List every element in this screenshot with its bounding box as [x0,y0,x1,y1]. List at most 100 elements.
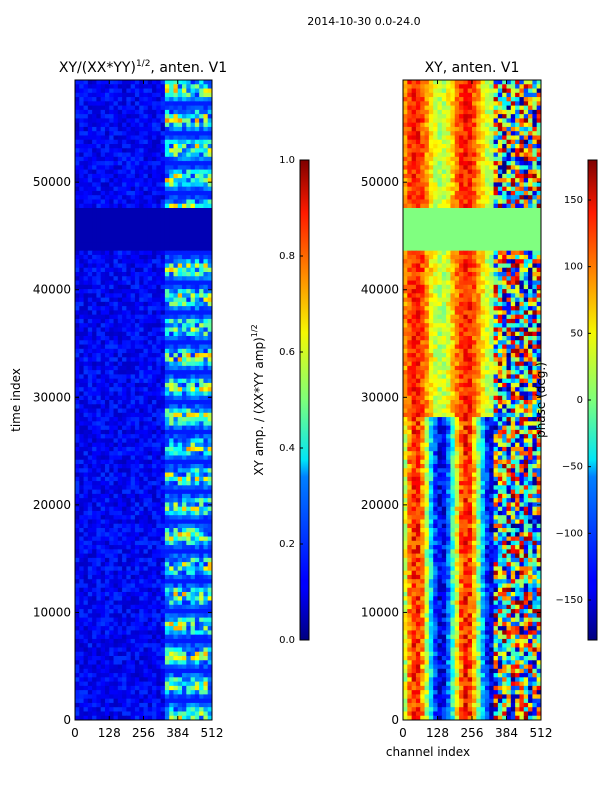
amplitude-heatmap-cell [199,455,205,461]
amplitude-heatmap-cell [87,626,93,631]
amplitude-heatmap-cell [87,553,93,559]
amplitude-heatmap-cell [109,485,115,491]
amplitude-heatmap-cell [100,122,106,128]
phase-heatmap-cell [476,80,482,85]
amplitude-heatmap-cell [173,284,179,290]
phase-heatmap-cell [467,88,473,94]
amplitude-heatmap-cell [147,434,153,439]
amplitude-heatmap-cell [186,310,192,316]
amplitude-heatmap-cell [164,553,170,559]
amplitude-heatmap-cell [83,272,89,277]
amplitude-heatmap-cell [207,208,212,213]
amplitude-heatmap-cell [139,233,145,239]
amplitude-heatmap-cell [207,289,212,294]
amplitude-heatmap-cell [207,216,212,222]
amplitude-heatmap-cell [199,233,205,239]
amplitude-heatmap-cell [87,378,93,384]
amplitude-heatmap-cell [207,114,212,119]
amplitude-heatmap-cell [139,506,145,512]
phase-heatmap-cell [420,92,426,98]
amplitude-heatmap-cell [79,532,85,538]
amplitude-heatmap-cell [87,301,93,307]
amplitude-heatmap-cell [117,702,123,708]
amplitude-heatmap-cell [122,233,127,239]
amplitude-heatmap-cell [79,446,85,452]
amplitude-heatmap-cell [113,331,119,337]
amplitude-heatmap-cell [147,156,153,162]
amplitude-heatmap-cell [199,139,205,145]
amplitude-heatmap-cell [207,664,212,670]
amplitude-heatmap-cell [182,131,187,137]
amplitude-heatmap-cell [156,208,162,213]
amplitude-heatmap-cell [169,545,175,550]
amplitude-heatmap-cell [186,673,192,678]
amplitude-heatmap-cell [173,80,179,85]
amplitude-heatmap-cell [190,455,196,461]
amplitude-heatmap-cell [122,404,127,410]
amplitude-heatmap-cell [79,536,85,542]
amplitude-heatmap-cell [190,284,196,290]
amplitude-heatmap-cell [164,259,170,265]
amplitude-heatmap-cell [156,199,162,205]
amplitude-heatmap-cell [126,293,132,299]
amplitude-heatmap-cell [126,647,132,653]
amplitude-heatmap-cell [117,715,123,720]
amplitude-heatmap-cell [75,318,80,324]
amplitude-heatmap-cell [134,208,140,213]
amplitude-heatmap-cell [152,293,157,299]
amplitude-heatmap-cell [104,664,110,670]
amplitude-heatmap-cell [96,165,102,171]
amplitude-heatmap-cell [160,638,166,644]
amplitude-heatmap-cell [156,587,162,593]
amplitude-heatmap-cell [156,365,162,371]
amplitude-heatmap-cell [190,195,196,201]
amplitude-heatmap-cell [100,596,106,602]
amplitude-heatmap-cell [194,442,200,448]
amplitude-heatmap-cell [186,233,192,239]
amplitude-heatmap-cell [75,267,80,273]
amplitude-heatmap-cell [122,242,127,247]
amplitude-heatmap-cell [194,506,200,512]
amplitude-heatmap-cell [177,510,183,516]
amplitude-heatmap-cell [164,289,170,294]
amplitude-heatmap-cell [182,242,187,247]
amplitude-heatmap-cell [156,195,162,201]
amplitude-heatmap-cell [83,506,89,512]
phase-heatmap-cell [506,84,512,90]
amplitude-heatmap-cell [199,284,205,290]
amplitude-heatmap-cell [182,254,187,260]
amplitude-heatmap-cell [139,664,145,670]
amplitude-heatmap-cell [87,481,93,486]
amplitude-heatmap-cell [130,506,136,512]
amplitude-heatmap-cell [147,468,153,474]
amplitude-heatmap-cell [190,370,196,375]
amplitude-panel: XY/(XX*YY)1/2, anten. V1 0 128 256 384 51201… [9,59,227,740]
amplitude-heatmap-cell [182,382,187,388]
amplitude-heatmap-cell [113,600,119,606]
amplitude-heatmap-cell [177,583,183,589]
amplitude-heatmap-cell [100,216,106,222]
amplitude-heatmap-cell [122,643,127,649]
amplitude-heatmap-cell [160,144,166,149]
amplitude-heatmap-cell [75,327,80,333]
amplitude-heatmap-cell [203,378,209,384]
amplitude-heatmap-cell [156,634,162,640]
amplitude-heatmap-cell [186,510,192,516]
amplitude-heatmap-cell [96,404,102,410]
amplitude-heatmap-cell [186,493,192,499]
amplitude-heatmap-cell [177,476,183,482]
amplitude-heatmap-cell [190,310,196,316]
amplitude-heatmap-cell [126,510,132,516]
amplitude-heatmap-cell [194,574,200,580]
amplitude-heatmap-cell [75,613,80,619]
amplitude-heatmap-cell [92,515,98,521]
amplitude-heatmap-cell [139,97,145,102]
amplitude-heatmap-cell [100,493,106,499]
amplitude-heatmap-cell [182,455,187,461]
amplitude-heatmap-cell [75,114,80,119]
amplitude-y-tick-label: 50000 [33,175,71,189]
amplitude-heatmap-cell [92,626,98,631]
amplitude-heatmap-cell [156,664,162,670]
amplitude-heatmap-cell [117,694,123,700]
